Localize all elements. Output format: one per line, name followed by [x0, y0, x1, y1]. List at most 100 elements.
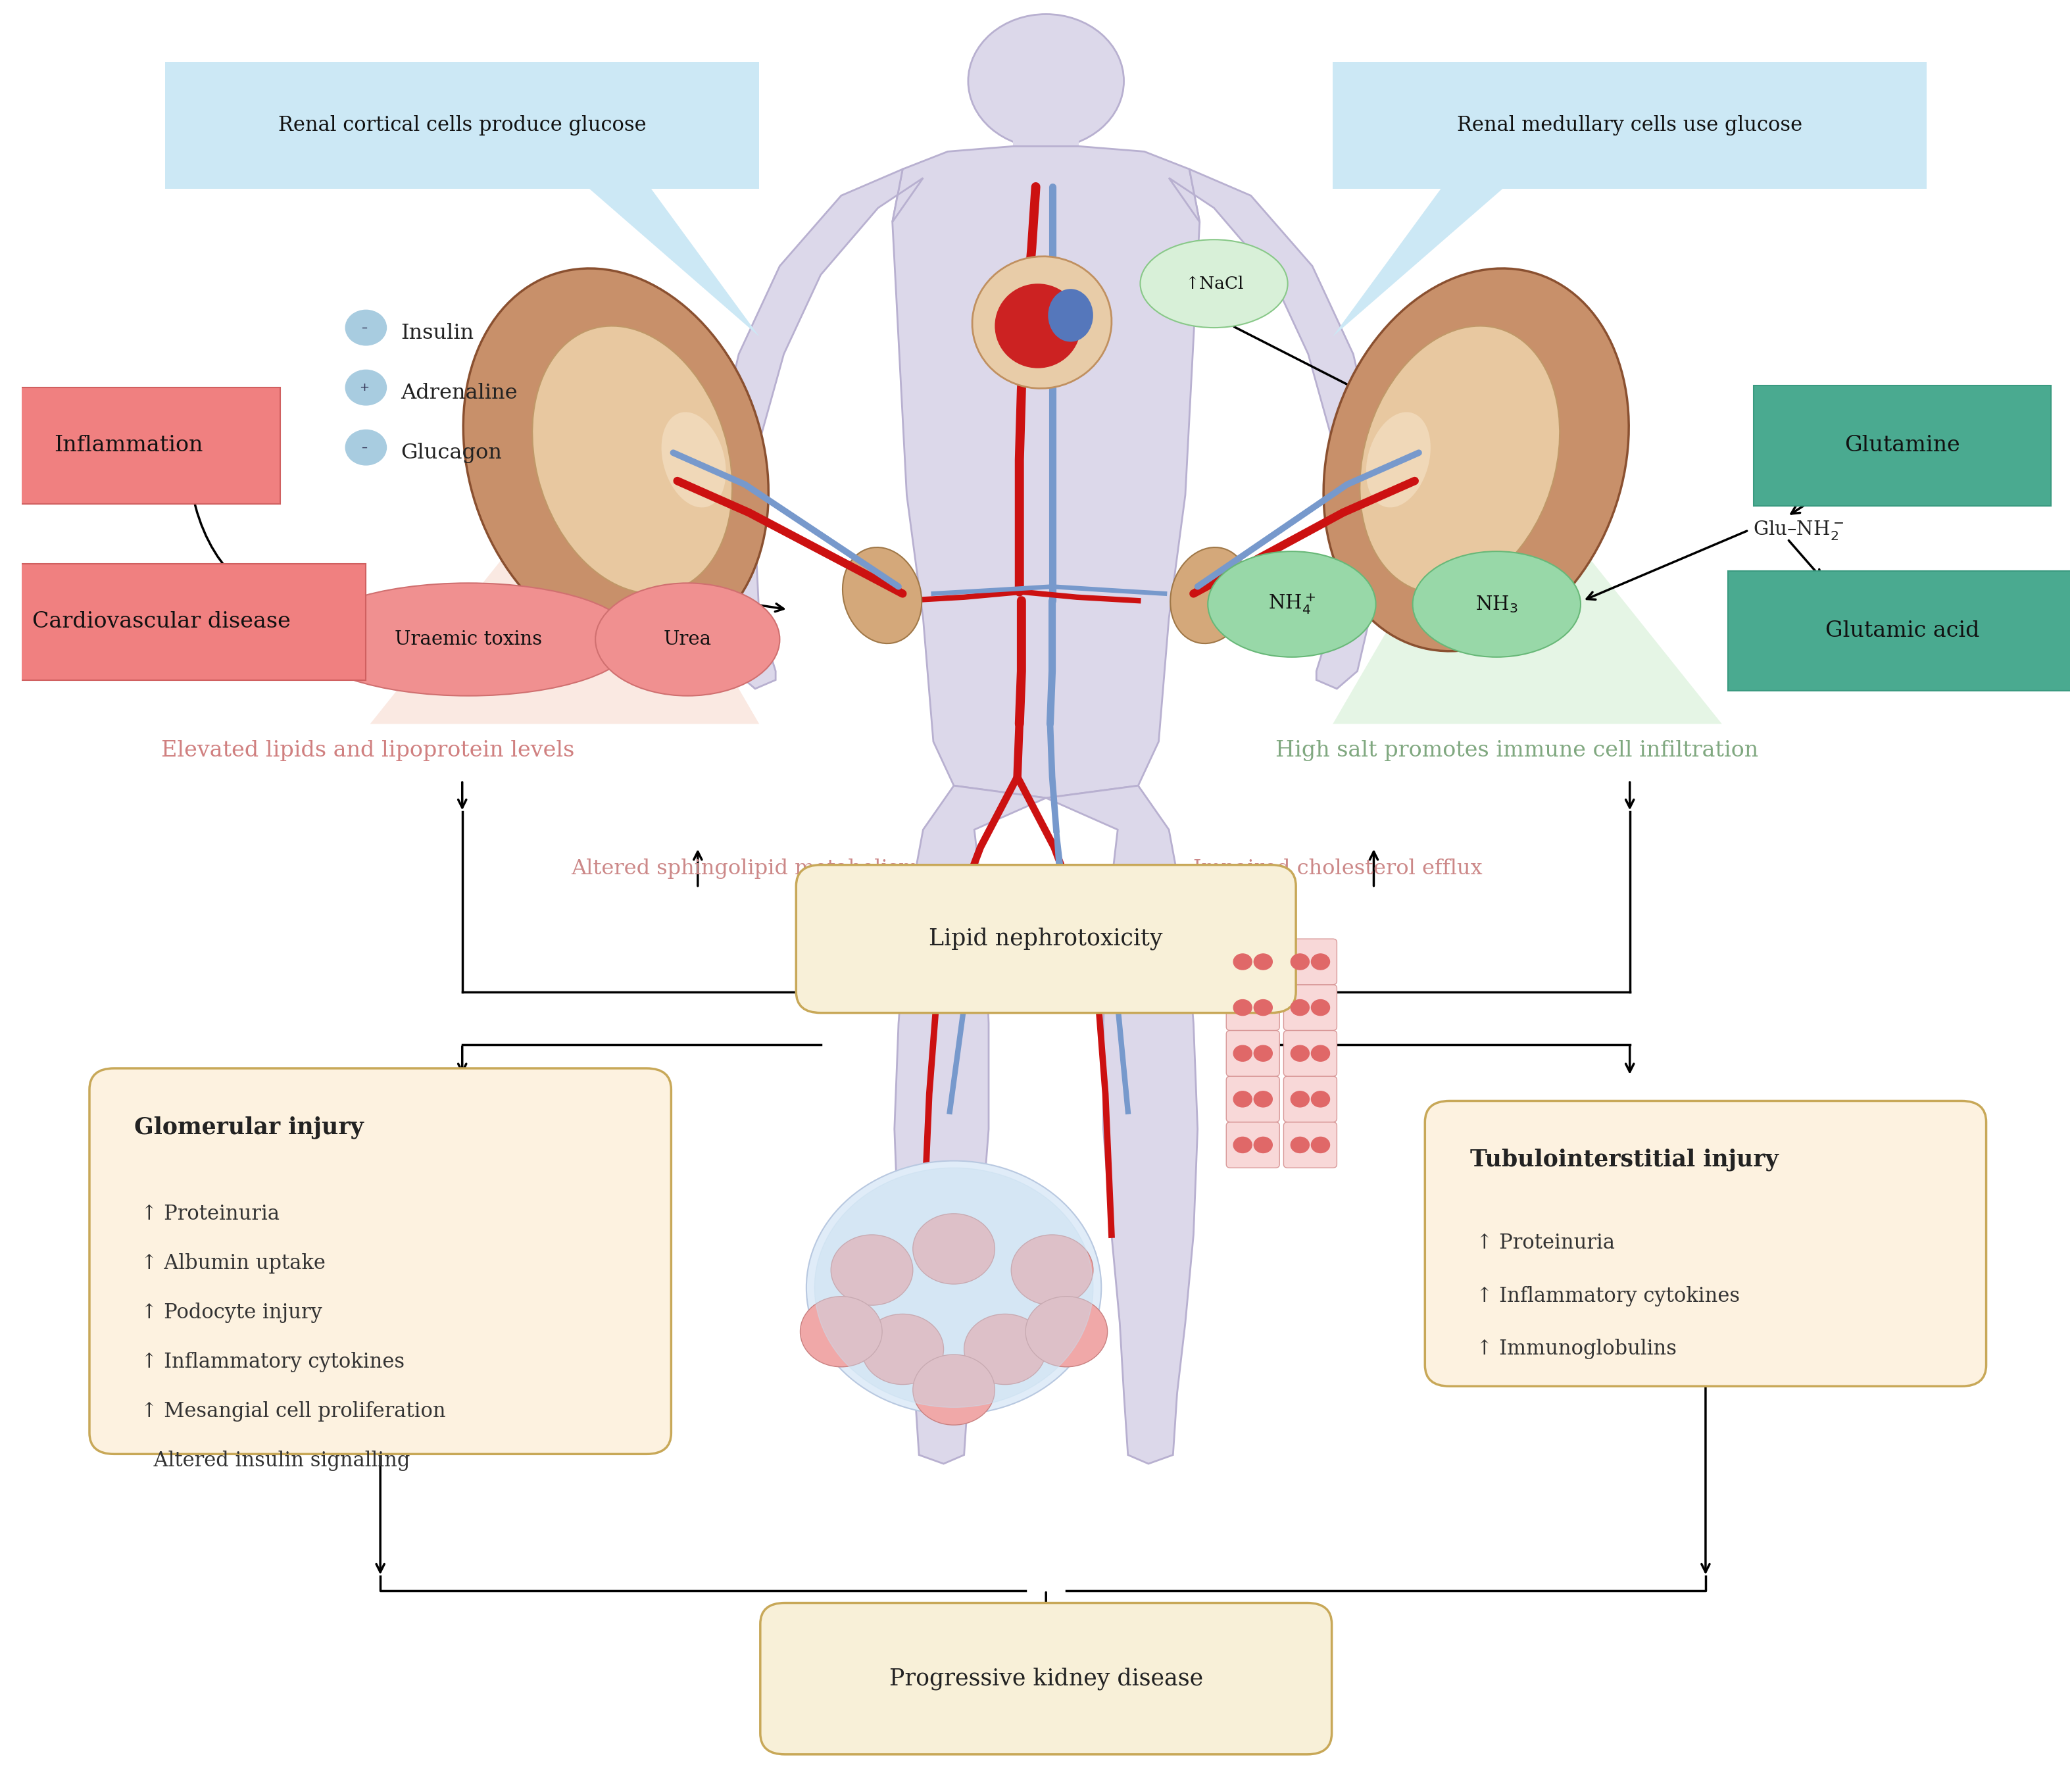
FancyBboxPatch shape: [796, 865, 1295, 1013]
Circle shape: [800, 1297, 883, 1366]
FancyBboxPatch shape: [166, 62, 758, 189]
Circle shape: [1291, 953, 1310, 969]
Text: Glutamine: Glutamine: [1844, 436, 1960, 455]
Circle shape: [914, 1354, 995, 1424]
Circle shape: [806, 1161, 1102, 1414]
Circle shape: [968, 14, 1123, 148]
Ellipse shape: [1359, 327, 1560, 593]
Ellipse shape: [595, 582, 779, 695]
Text: Adrenaline: Adrenaline: [400, 383, 518, 402]
Circle shape: [1312, 1091, 1330, 1107]
Circle shape: [914, 1214, 995, 1285]
Text: –: –: [361, 321, 367, 334]
FancyBboxPatch shape: [0, 388, 280, 503]
Ellipse shape: [533, 327, 731, 593]
Circle shape: [1254, 1091, 1272, 1107]
Circle shape: [814, 1168, 1094, 1407]
Ellipse shape: [1208, 551, 1376, 657]
Ellipse shape: [303, 582, 634, 695]
FancyBboxPatch shape: [1285, 939, 1336, 985]
Text: ↑ Podocyte injury: ↑ Podocyte injury: [141, 1303, 321, 1324]
Ellipse shape: [1048, 289, 1094, 342]
FancyBboxPatch shape: [1013, 85, 1080, 152]
Text: Glutamic acid: Glutamic acid: [1825, 620, 1979, 641]
Text: Glucagon: Glucagon: [400, 443, 501, 462]
Circle shape: [1312, 953, 1330, 969]
Text: ↑ Inflammatory cytokines: ↑ Inflammatory cytokines: [1475, 1287, 1740, 1306]
Text: Renal cortical cells produce glucose: Renal cortical cells produce glucose: [278, 115, 646, 136]
Circle shape: [346, 371, 387, 406]
Ellipse shape: [1140, 240, 1287, 328]
FancyBboxPatch shape: [1285, 1077, 1336, 1123]
Polygon shape: [895, 785, 1046, 1463]
FancyBboxPatch shape: [1426, 1101, 1987, 1386]
Circle shape: [1011, 1236, 1094, 1306]
Circle shape: [1254, 1137, 1272, 1153]
Text: High salt promotes immune cell infiltration: High salt promotes immune cell infiltrat…: [1276, 740, 1759, 761]
Circle shape: [1233, 1045, 1251, 1061]
Text: ↑NaCl: ↑NaCl: [1185, 275, 1243, 291]
Text: ↑ Mesangial cell proliferation: ↑ Mesangial cell proliferation: [141, 1401, 445, 1421]
Circle shape: [862, 1313, 943, 1384]
FancyBboxPatch shape: [89, 1068, 671, 1454]
FancyBboxPatch shape: [1227, 1123, 1280, 1168]
Ellipse shape: [843, 547, 922, 644]
Polygon shape: [371, 443, 758, 724]
Circle shape: [1254, 1045, 1272, 1061]
Text: Lipid nephrotoxicity: Lipid nephrotoxicity: [928, 928, 1162, 950]
Circle shape: [1233, 999, 1251, 1015]
FancyBboxPatch shape: [0, 563, 367, 680]
FancyBboxPatch shape: [1728, 570, 2072, 690]
Circle shape: [1291, 1137, 1310, 1153]
FancyBboxPatch shape: [1227, 1031, 1280, 1077]
FancyBboxPatch shape: [1227, 1077, 1280, 1123]
Polygon shape: [1332, 443, 1722, 724]
Text: Renal medullary cells use glucose: Renal medullary cells use glucose: [1457, 115, 1803, 136]
Circle shape: [346, 431, 387, 464]
Circle shape: [831, 1236, 914, 1306]
Polygon shape: [578, 180, 758, 337]
Text: Altered insulin signalling: Altered insulin signalling: [141, 1451, 410, 1470]
Circle shape: [1312, 1045, 1330, 1061]
Circle shape: [1291, 1045, 1310, 1061]
Polygon shape: [1332, 180, 1513, 337]
Polygon shape: [1169, 169, 1378, 688]
Text: +: +: [358, 381, 369, 394]
Circle shape: [1254, 953, 1272, 969]
Circle shape: [1254, 999, 1272, 1015]
Ellipse shape: [1413, 551, 1581, 657]
Text: Uraemic toxins: Uraemic toxins: [394, 630, 543, 650]
Ellipse shape: [995, 284, 1082, 369]
Circle shape: [1026, 1297, 1106, 1366]
Circle shape: [346, 311, 387, 346]
Text: Glu–NH$_2^-$: Glu–NH$_2^-$: [1753, 519, 1844, 542]
FancyBboxPatch shape: [760, 1603, 1332, 1754]
FancyBboxPatch shape: [1227, 985, 1280, 1031]
Text: NH$_3$: NH$_3$: [1475, 595, 1519, 614]
Circle shape: [1233, 953, 1251, 969]
FancyBboxPatch shape: [1332, 62, 1927, 189]
Polygon shape: [715, 169, 924, 688]
Text: ↑ Albumin uptake: ↑ Albumin uptake: [141, 1253, 325, 1274]
Ellipse shape: [972, 256, 1111, 388]
FancyBboxPatch shape: [1285, 985, 1336, 1031]
Text: Inflammation: Inflammation: [54, 436, 203, 455]
Circle shape: [1312, 999, 1330, 1015]
Text: Urea: Urea: [663, 630, 711, 650]
Text: Progressive kidney disease: Progressive kidney disease: [889, 1668, 1204, 1689]
Text: Altered sphingolipid metabolism: Altered sphingolipid metabolism: [570, 858, 918, 879]
FancyBboxPatch shape: [1285, 1031, 1336, 1077]
Text: Impaired cholesterol efflux: Impaired cholesterol efflux: [1193, 858, 1484, 879]
Ellipse shape: [661, 411, 725, 508]
Circle shape: [1233, 1137, 1251, 1153]
Circle shape: [1291, 999, 1310, 1015]
FancyBboxPatch shape: [1227, 939, 1280, 985]
Circle shape: [1291, 1091, 1310, 1107]
Ellipse shape: [1171, 547, 1249, 644]
Text: NH$_4^+$: NH$_4^+$: [1268, 593, 1316, 616]
Text: ↑ Proteinuria: ↑ Proteinuria: [1475, 1234, 1614, 1253]
Text: –: –: [361, 441, 367, 454]
Polygon shape: [893, 146, 1200, 798]
Text: Cardiovascular disease: Cardiovascular disease: [31, 611, 290, 632]
Text: ↑ Inflammatory cytokines: ↑ Inflammatory cytokines: [141, 1352, 404, 1373]
